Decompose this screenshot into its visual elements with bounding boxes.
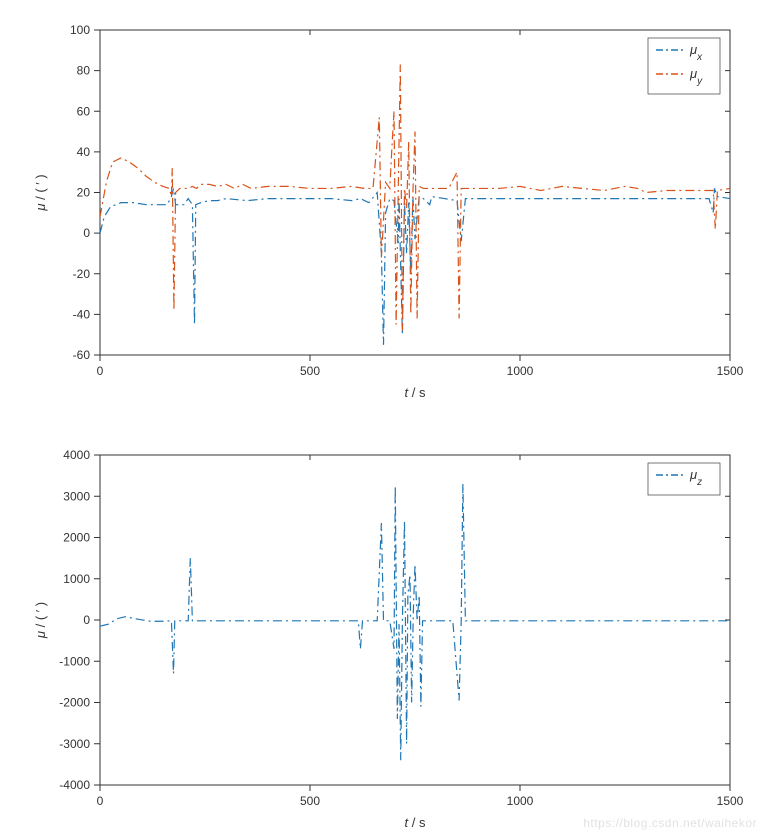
- svg-text:-20: -20: [73, 267, 91, 281]
- svg-text:1500: 1500: [717, 364, 744, 378]
- svg-text:0: 0: [97, 364, 104, 378]
- svg-text:1000: 1000: [507, 364, 534, 378]
- figure-svg: 0 500 1000 1500 -60 -40 -20 0 20 40 60 80 100 t / s μ …: [0, 0, 769, 836]
- svg-text:500: 500: [300, 364, 320, 378]
- svg-text:-40: -40: [73, 307, 91, 321]
- svg-text:0: 0: [97, 794, 104, 808]
- svg-text:μ / ( ′ ): μ / ( ′ ): [33, 602, 48, 639]
- svg-text:500: 500: [300, 794, 320, 808]
- svg-text:20: 20: [77, 186, 91, 200]
- svg-text:40: 40: [77, 145, 91, 159]
- svg-text:1000: 1000: [507, 794, 534, 808]
- svg-text:80: 80: [77, 64, 91, 78]
- svg-text:0: 0: [83, 613, 90, 627]
- svg-text:1500: 1500: [717, 794, 744, 808]
- svg-text:-2000: -2000: [59, 696, 90, 710]
- svg-text:60: 60: [77, 104, 91, 118]
- svg-text:t / s: t / s: [405, 385, 426, 400]
- svg-text:3000: 3000: [63, 489, 90, 503]
- svg-text:μ / ( ′ ): μ / ( ′ ): [33, 174, 48, 211]
- svg-text:4000: 4000: [63, 448, 90, 462]
- svg-text:1000: 1000: [63, 572, 90, 586]
- svg-text:-1000: -1000: [59, 654, 90, 668]
- svg-text:-60: -60: [73, 348, 91, 362]
- svg-text:0: 0: [83, 226, 90, 240]
- svg-text:t / s: t / s: [405, 815, 426, 830]
- watermark: https://blog.csdn.net/waihekor: [583, 816, 757, 830]
- svg-text:100: 100: [70, 23, 90, 37]
- svg-text:-3000: -3000: [59, 737, 90, 751]
- svg-text:-4000: -4000: [59, 778, 90, 792]
- svg-text:2000: 2000: [63, 531, 90, 545]
